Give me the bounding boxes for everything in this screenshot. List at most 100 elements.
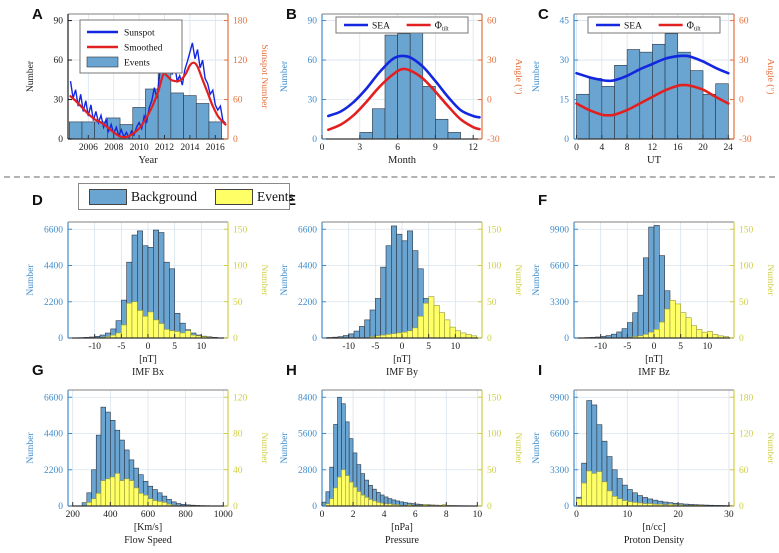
svg-text:IMF By: IMF By	[386, 367, 418, 378]
svg-text:-10: -10	[88, 342, 101, 352]
svg-text:Number: Number	[532, 60, 542, 92]
svg-text:0: 0	[320, 143, 325, 153]
svg-text:120: 120	[233, 393, 248, 403]
svg-text:16: 16	[673, 143, 683, 153]
svg-text:12: 12	[468, 143, 478, 153]
svg-text:800: 800	[179, 510, 194, 520]
svg-text:5: 5	[172, 342, 177, 352]
panel-d: -10 -5 0 5 10 0 2200 4400 6600 0 50 100 150 Number Num…	[22, 214, 269, 380]
svg-text:2800: 2800	[298, 466, 317, 476]
svg-text:2200: 2200	[44, 298, 63, 308]
svg-text:SEA: SEA	[372, 22, 390, 32]
svg-text:0: 0	[739, 334, 744, 344]
svg-text:9900: 9900	[550, 393, 569, 403]
svg-text:10: 10	[451, 342, 461, 352]
svg-text:30: 30	[54, 96, 64, 106]
svg-text:Number: Number	[259, 264, 268, 296]
svg-text:Number: Number	[26, 432, 36, 464]
svg-text:Number: Number	[280, 60, 290, 92]
svg-text:4: 4	[599, 143, 604, 153]
svg-text:2200: 2200	[298, 298, 317, 308]
svg-text:Number: Number	[26, 60, 36, 92]
panel-label-b: B	[286, 6, 297, 23]
svg-text:30: 30	[487, 56, 497, 66]
svg-text:Number: Number	[513, 264, 522, 296]
svg-text:[Km/s]: [Km/s]	[134, 522, 162, 533]
svg-text:60: 60	[739, 17, 749, 27]
svg-text:6600: 6600	[550, 430, 569, 440]
svg-text:Flow Speed: Flow Speed	[124, 535, 172, 546]
svg-text:[nT]: [nT]	[393, 354, 411, 365]
svg-text:2200: 2200	[44, 466, 63, 476]
panel-g-chart: 200 400 600 800 1000022004400660004080120Num…	[26, 389, 269, 546]
svg-text:10: 10	[197, 342, 207, 352]
svg-text:0: 0	[564, 334, 569, 344]
svg-text:2010: 2010	[130, 143, 149, 153]
svg-text:4400: 4400	[44, 430, 63, 440]
svg-text:10: 10	[703, 342, 713, 352]
svg-text:100: 100	[739, 262, 754, 272]
svg-text:400: 400	[103, 510, 118, 520]
svg-text:Number: Number	[26, 264, 36, 296]
svg-text:100: 100	[487, 262, 502, 272]
svg-text:6: 6	[413, 510, 418, 520]
svg-text:IMF Bx: IMF Bx	[132, 367, 164, 378]
svg-text:80: 80	[233, 430, 243, 440]
svg-text:40: 40	[233, 466, 243, 476]
svg-text:180: 180	[233, 17, 248, 27]
svg-text:Number: Number	[765, 264, 774, 296]
svg-text:120: 120	[739, 430, 754, 440]
svg-text:0: 0	[312, 135, 317, 145]
svg-text:30: 30	[560, 56, 570, 66]
svg-text:20: 20	[673, 510, 683, 520]
svg-text:Sunspot Number: Sunspot Number	[259, 44, 268, 109]
svg-text:150: 150	[487, 393, 502, 403]
svg-text:Month: Month	[388, 155, 417, 166]
svg-text:150: 150	[739, 225, 754, 235]
legend-swatch-events	[214, 188, 253, 205]
svg-text:6: 6	[395, 143, 400, 153]
svg-text:10: 10	[473, 510, 483, 520]
svg-text:100: 100	[233, 262, 248, 272]
legend-label-background: Background	[131, 188, 197, 204]
svg-text:3300: 3300	[550, 466, 569, 476]
svg-text:0: 0	[652, 342, 657, 352]
svg-text:4400: 4400	[44, 262, 63, 272]
svg-text:0: 0	[58, 334, 63, 344]
panel-i: 0 10 20 30 0 3300 6600 9900 0 60 120 180 Number Numbe…	[528, 382, 775, 548]
svg-text:12: 12	[648, 143, 658, 153]
panel-a: 2006 2008 2010 2012 2014 2016 0 30 60 90 0 60 120 180…	[22, 6, 269, 166]
svg-text:0: 0	[312, 334, 317, 344]
panel-label-c: C	[538, 6, 549, 23]
svg-text:Number: Number	[513, 432, 522, 464]
panel-g: 200 400 600 800 1000 0 2200 4400 6600 0 40 80 120 Num…	[22, 382, 269, 548]
svg-text:3: 3	[357, 143, 362, 153]
svg-text:150: 150	[233, 225, 248, 235]
svg-text:20: 20	[698, 143, 708, 153]
panel-e: -10 -5 0 5 10 0 2200 4400 6600 0 50 100 150 Number Num…	[276, 214, 523, 380]
svg-text:100: 100	[487, 430, 502, 440]
svg-text:150: 150	[487, 225, 502, 235]
svg-text:50: 50	[739, 298, 749, 308]
svg-text:5: 5	[426, 342, 431, 352]
svg-text:90: 90	[54, 17, 64, 27]
svg-text:0: 0	[739, 96, 744, 106]
svg-text:9900: 9900	[550, 225, 569, 235]
svg-text:-30: -30	[487, 135, 500, 145]
panel-f: -10 -5 0 5 10 0 3300 6600 9900 0 50 100 150 Number Num…	[528, 214, 775, 380]
svg-text:-10: -10	[594, 342, 607, 352]
svg-text:30: 30	[739, 56, 749, 66]
svg-text:50: 50	[487, 298, 497, 308]
svg-text:1000: 1000	[214, 510, 233, 520]
svg-text:0: 0	[400, 342, 405, 352]
svg-text:SEA: SEA	[624, 22, 642, 32]
svg-text:60: 60	[308, 56, 318, 66]
svg-text:30: 30	[724, 510, 734, 520]
svg-text:2014: 2014	[180, 143, 199, 153]
svg-text:50: 50	[487, 466, 497, 476]
svg-text:5600: 5600	[298, 430, 317, 440]
